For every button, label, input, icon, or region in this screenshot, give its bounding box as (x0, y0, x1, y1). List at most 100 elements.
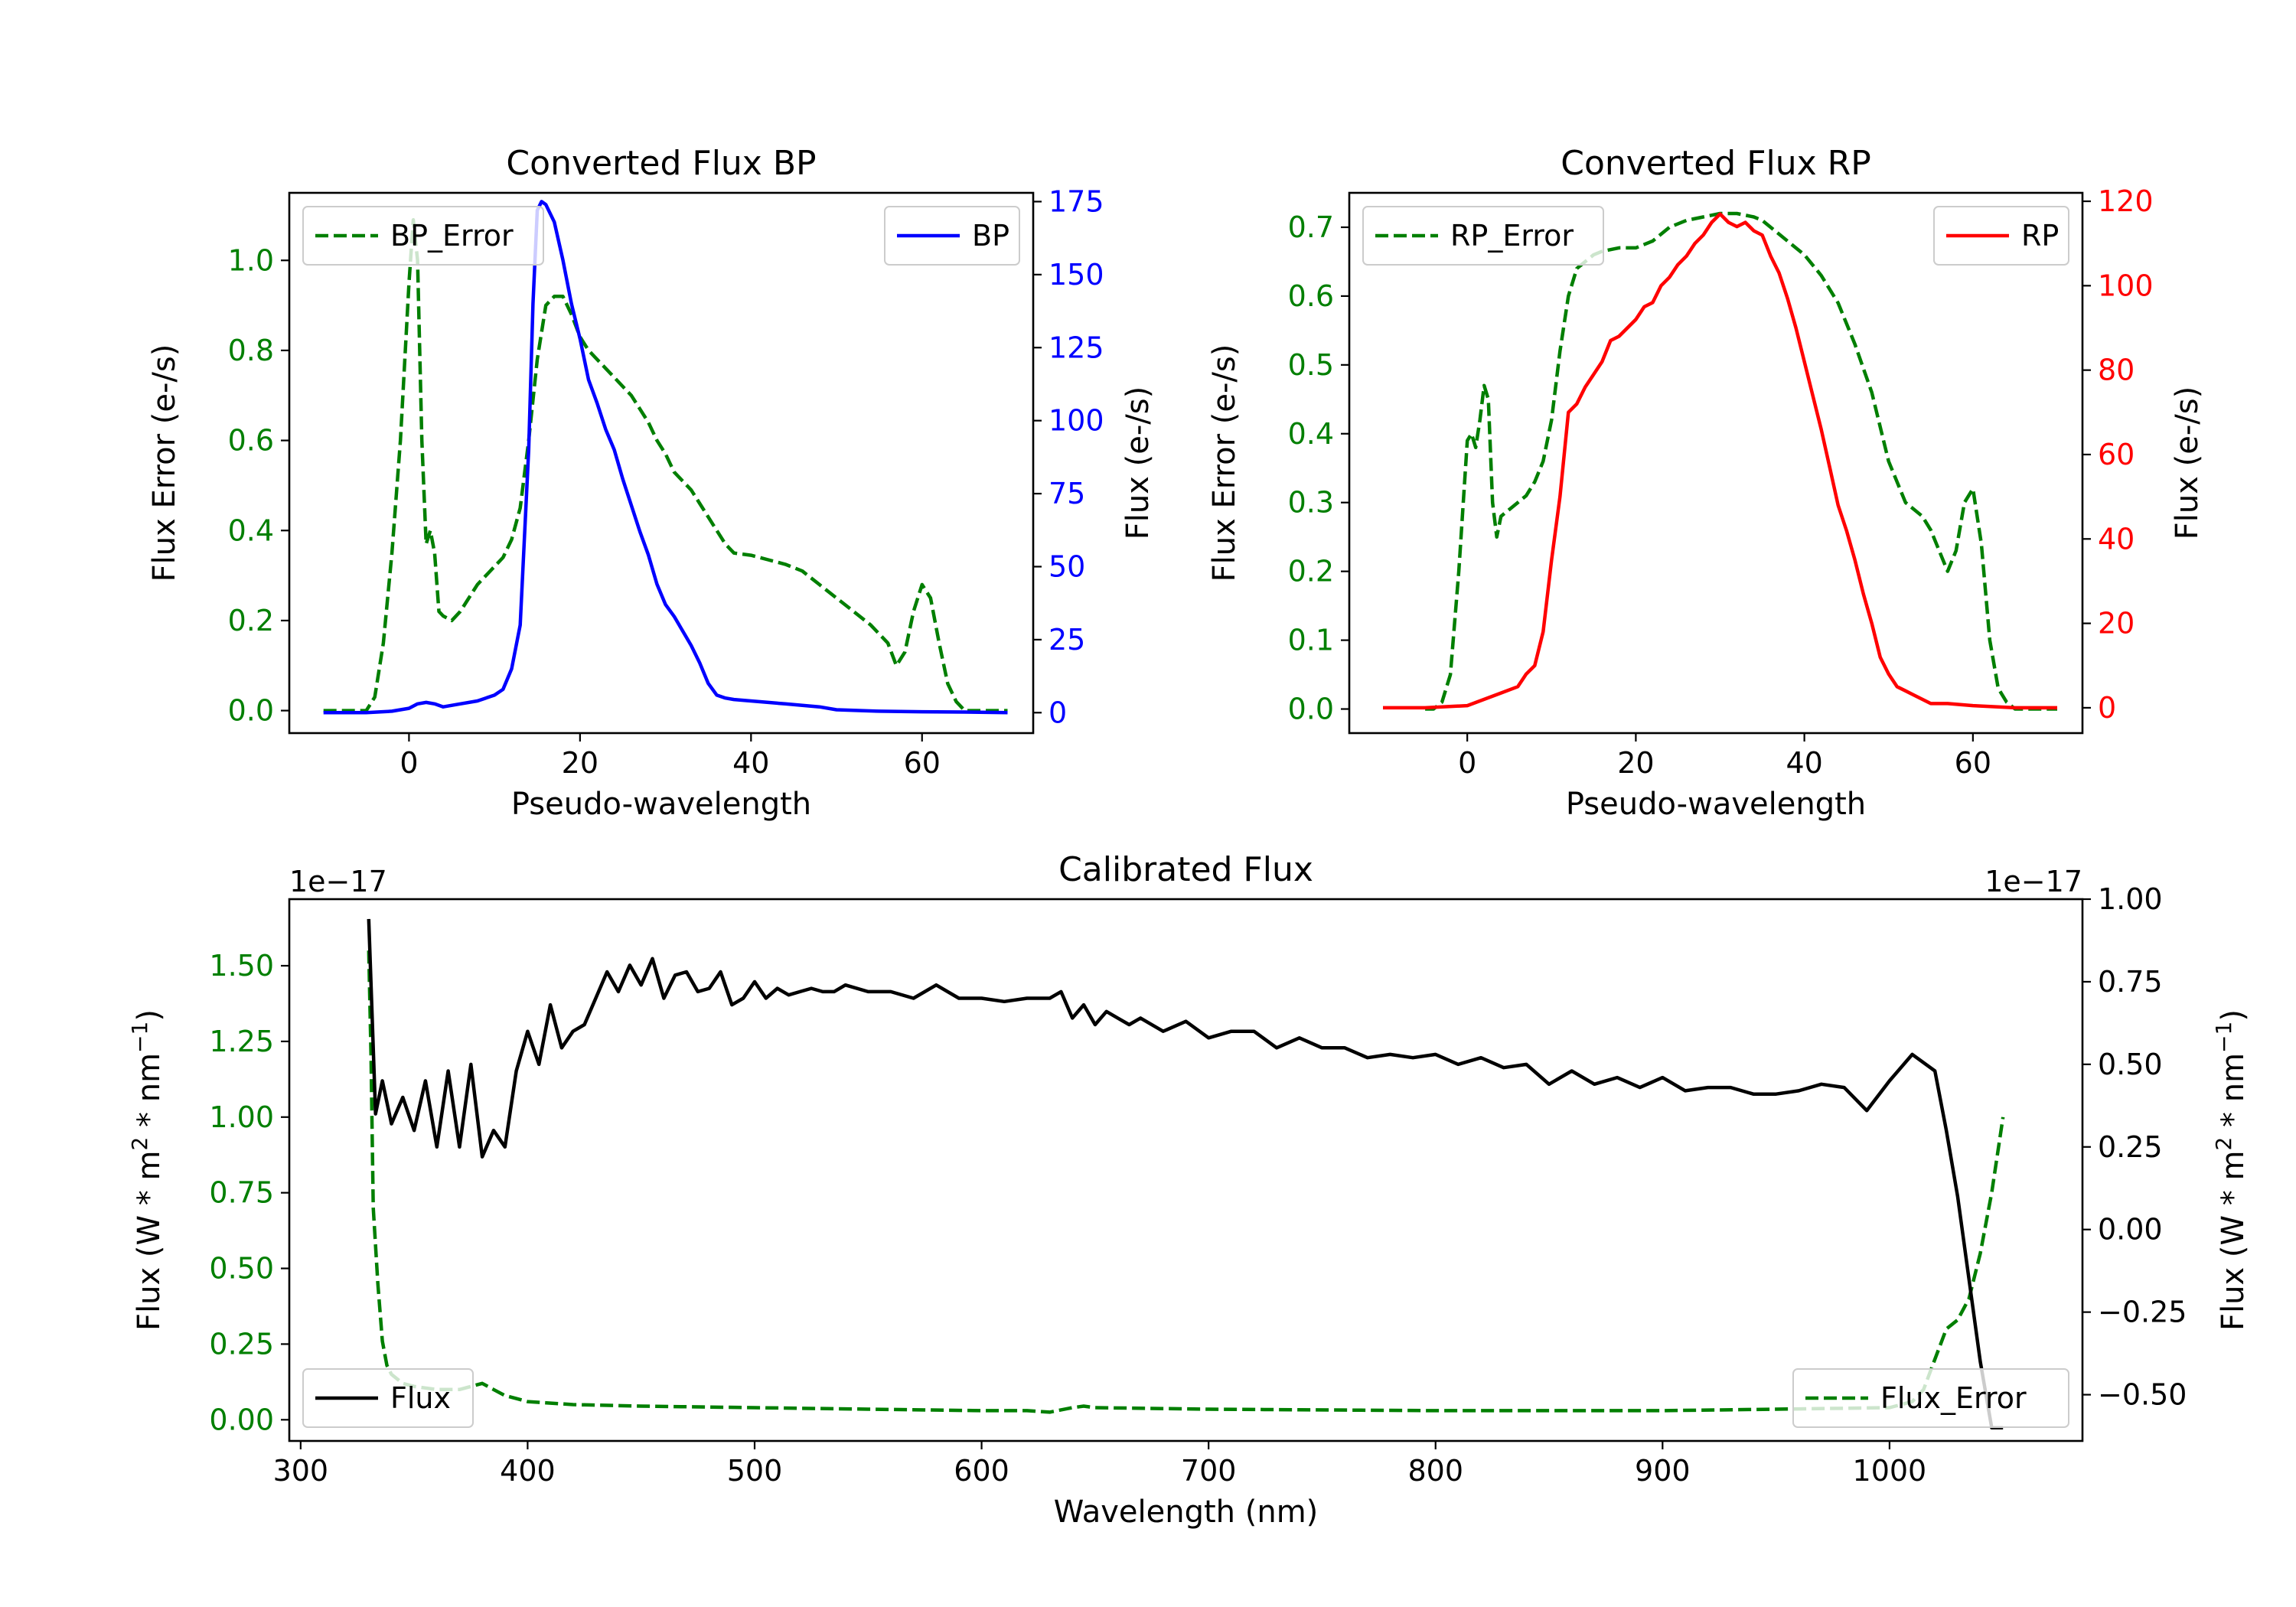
bp-x-tick-label: 20 (562, 746, 598, 780)
cal-right-y-axis-label: Flux (W * m2 * nm−1) (2211, 1009, 2252, 1331)
bp-right-y-axis-label: Flux (e-/s) (1120, 386, 1156, 539)
bp-legend-left-label: BP_Error (390, 219, 514, 253)
bp-right-y-tick-label: 100 (1049, 404, 1104, 438)
rp-legend-right-label: RP (2021, 219, 2059, 253)
cal-legend-left-box (302, 1368, 474, 1428)
rp-x-tick-label: 40 (1786, 746, 1822, 780)
rp-left-y-tick-label: 0.3 (1288, 486, 1334, 520)
cal-left-y-axis-label: Flux (W * m2 * nm−1) (127, 1009, 168, 1331)
bp-left-y-tick-label: 0.6 (228, 424, 274, 458)
rp-x-tick-label: 20 (1617, 746, 1654, 780)
rp-legend-left: RP_Error (1362, 206, 1604, 266)
cal-right-y-tick-label: 0.50 (2098, 1048, 2163, 1081)
cal-right-y-tick-label: −0.25 (2098, 1296, 2187, 1329)
rp-chart-panel: 0 20 40 60 0.0 0.1 0.2 0.3 0.4 0.5 0.6 0.7 0 20 40 60 80… (1207, 144, 2205, 822)
cal-right-y-tick-label: −0.50 (2098, 1378, 2187, 1412)
rp-right-y-tick-label: 100 (2098, 269, 2154, 302)
cal-legend-right: Flux_Error (1792, 1368, 2069, 1428)
cal-left-offset-text: 1e−17 (289, 865, 387, 898)
cal-left-y-axis-label-part: * nm (132, 1053, 167, 1137)
cal-left-y-axis-label-part: ) (132, 1009, 167, 1022)
cal-left-y-tick-label: 0.50 (209, 1252, 274, 1286)
bp-right-y-tick-label: 25 (1049, 623, 1085, 657)
bp-left-y-tick-label: 0.8 (228, 334, 274, 367)
rp-legend-right: RP (1933, 206, 2069, 266)
bp-legend-right-label: BP (972, 219, 1009, 253)
bp-left-y-tick-label: 0.2 (228, 604, 274, 637)
cal-left-y-tick-label: 0.25 (209, 1327, 274, 1361)
cal-left-y-axis-label-part: Flux (W * m (132, 1151, 167, 1331)
cal-right-y-tick-label: 0.25 (2098, 1130, 2163, 1164)
bp-left-y-tick-label: 0.0 (228, 694, 274, 728)
rp-right-y-tick-label: 120 (2098, 184, 2154, 218)
bp-right-y-tick-label: 175 (1049, 184, 1104, 218)
rp-left-y-axis-label: Flux Error (e-/s) (1207, 344, 1242, 582)
rp-x-tick-label: 60 (1955, 746, 1991, 780)
rp-right-y-tick-label: 60 (2098, 438, 2135, 471)
bp-right-y-tick-label: 50 (1049, 549, 1085, 583)
bp-chart-title: Converted Flux BP (506, 144, 816, 183)
cal-x-tick-label: 800 (1407, 1454, 1463, 1488)
rp-left-y-tick-label: 0.4 (1288, 417, 1334, 451)
rp-left-y-tick-label: 0.0 (1288, 693, 1334, 726)
rp-left-y-tick-label: 0.1 (1288, 624, 1334, 657)
rp-legend-left-label: RP_Error (1450, 219, 1574, 253)
rp-left-y-tick-label: 0.5 (1288, 348, 1334, 382)
cal-x-tick-label: 500 (727, 1454, 783, 1488)
cal-right-y-tick-label: 0.00 (2098, 1213, 2163, 1247)
bp-right-y-tick-label: 125 (1049, 331, 1104, 364)
cal-left-y-axis-label-part: −1 (127, 1022, 152, 1053)
bp-x-tick-label: 40 (732, 746, 769, 780)
cal-right-offset-text: 1e−17 (1985, 865, 2082, 898)
rp-right-y-axis-label: Flux (e-/s) (2170, 386, 2205, 539)
bp-bp-series-line (323, 200, 1008, 715)
cal-x-tick-label: 300 (273, 1454, 329, 1488)
bp-bp-error-series-line (323, 218, 1008, 712)
bp-left-y-tick-label: 1.0 (228, 243, 274, 277)
bp-axes-frame (288, 191, 1035, 735)
cal-axes-frame (288, 898, 2084, 1442)
cal-left-y-tick-label: 1.50 (209, 949, 274, 983)
bp-series-group (323, 200, 1008, 715)
cal-chart-title: Calibrated Flux (1058, 850, 1313, 889)
bp-x-tick-label: 0 (400, 746, 418, 780)
cal-x-tick-label: 900 (1635, 1454, 1691, 1488)
bp-right-y-tick-label: 75 (1049, 477, 1085, 510)
bp-left-y-tick-label: 0.4 (228, 513, 274, 547)
cal-legend-right-box (1792, 1368, 2069, 1428)
rp-left-y-tick-label: 0.7 (1288, 210, 1334, 244)
bp-x-axis-label: Pseudo-wavelength (511, 787, 811, 822)
rp-right-y-tick-label: 20 (2098, 607, 2135, 641)
cal-right-y-tick-label: 1.00 (2098, 882, 2163, 916)
cal-legend-left: Flux (302, 1368, 474, 1428)
bp-right-y-tick-label: 0 (1049, 696, 1067, 729)
rp-right-y-tick-label: 0 (2098, 691, 2116, 725)
cal-left-y-tick-label: 1.25 (209, 1025, 274, 1058)
cal-right-y-axis-label-part: 2 (2211, 1137, 2236, 1151)
cal-right-y-axis-label-part: * nm (2216, 1053, 2251, 1137)
rp-rp-error-series-line (1425, 211, 2057, 711)
cal-right-y-tick-label: 0.75 (2098, 965, 2163, 999)
cal-left-y-tick-label: 0.75 (209, 1176, 274, 1210)
rp-left-y-tick-label: 0.6 (1288, 279, 1334, 313)
rp-legend-left-box (1362, 206, 1604, 266)
cal-legend-right-label: Flux_Error (1880, 1381, 2027, 1415)
cal-left-y-axis-label-part: 2 (127, 1137, 152, 1151)
bp-right-y-tick-label: 150 (1049, 258, 1104, 292)
cal-x-axis-label: Wavelength (nm) (1054, 1495, 1319, 1530)
rp-x-tick-label: 0 (1458, 746, 1476, 780)
bp-chart-panel: 0 20 40 60 0.0 0.2 0.4 0.6 0.8 1.0 0 25 50 75 100 125 15… (147, 144, 1156, 822)
cal-x-tick-label: 400 (500, 1454, 556, 1488)
cal-left-y-tick-label: 1.00 (209, 1100, 274, 1134)
bp-legend-left-box (302, 206, 544, 266)
rp-series-group (1383, 211, 2057, 711)
rp-axes-frame (1348, 191, 2084, 735)
rp-left-y-tick-label: 0.2 (1288, 555, 1334, 588)
cal-right-y-axis-label-part: ) (2216, 1009, 2251, 1022)
cal-x-tick-label: 600 (954, 1454, 1009, 1488)
rp-rp-series-line (1383, 212, 2057, 710)
cal-left-y-tick-label: 0.00 (209, 1403, 274, 1436)
cal-x-tick-label: 1000 (1853, 1454, 1927, 1488)
bp-legend-left: BP_Error (302, 206, 544, 266)
